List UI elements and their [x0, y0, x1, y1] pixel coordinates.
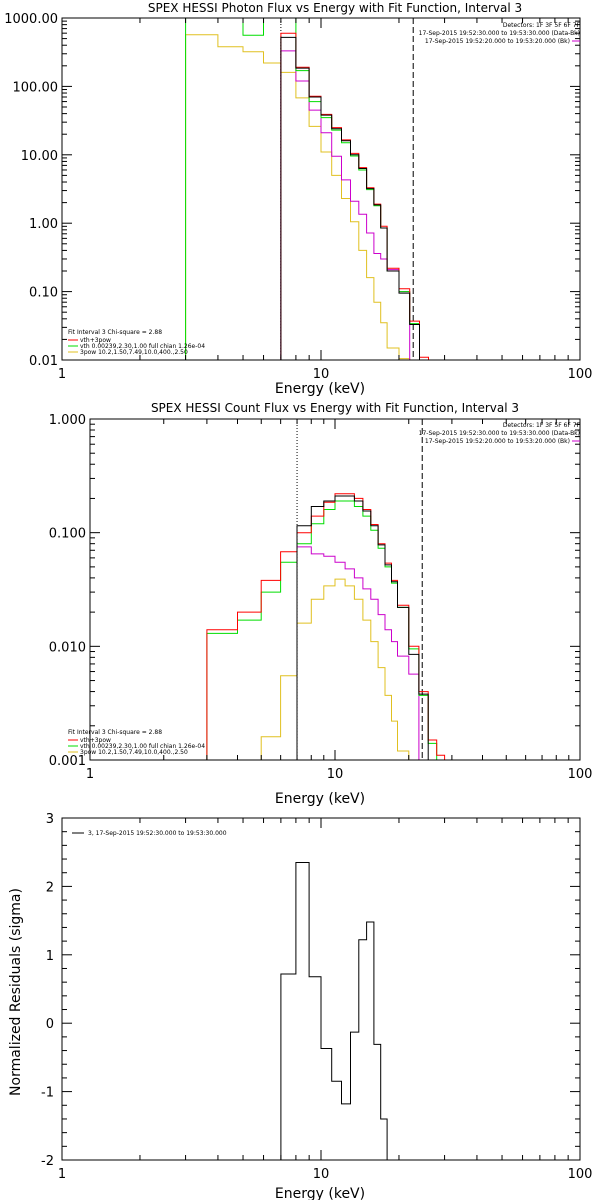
panel2-ytick-label: 0.100 [49, 527, 86, 542]
panel1-xlabel: Energy (keV) [275, 381, 365, 397]
panel2-info-bk-interval: 17-Sep-2015 19:52:20.000 to 19:53:20.000… [425, 438, 570, 445]
panel1-legend-vth3pow: vth+3pow [80, 337, 111, 344]
panel1-ytick-label: 100.00 [13, 80, 59, 95]
panel1-legend-vth: vth 0.00239,2.30,1.00 full chian 1.26e-0… [80, 343, 205, 350]
panel3-plot-area: 1 10 100 -2 -1 0 1 2 3 [41, 812, 592, 1182]
panel1-xtick-label: 10 [313, 367, 330, 382]
panel2-frame [89, 418, 581, 761]
panel2-xlabel: Energy (keV) [275, 791, 365, 807]
panel3-ytick-label: 2 [46, 880, 54, 895]
panel1-legend-fit: Fit Interval 3 Chi-square = 2.88 [68, 329, 162, 336]
panel3-legend-text: 3, 17-Sep-2015 19:52:30.000 to 19:53:30.… [88, 830, 227, 837]
panel2-info-detectors: Detectors: 1F 3F 5F 6F 7F [503, 422, 581, 429]
panel3-ytick-label: -1 [41, 1086, 54, 1101]
panel2-xtick-label: 10 [327, 767, 344, 782]
panel1-ytick-label: 0.10 [29, 286, 58, 301]
panel1-frame [61, 17, 581, 361]
panel1-data [185, 18, 438, 360]
panel2-series-total [296, 495, 429, 760]
panel2-legend-3pow: 3pow 10.2,1.50,7.49,10.0,400.,2.50 [80, 749, 188, 756]
panel2-info-data-interval: 17-Sep-2015 19:52:30.000 to 19:53:30.000… [419, 430, 580, 437]
panel3-xtick-label: 100 [568, 1167, 593, 1182]
panel2-ytick-label: 1.000 [49, 413, 86, 428]
panel3-ytick-label: 1 [46, 949, 54, 964]
panel1-ytick-label: 0.01 [29, 354, 58, 369]
panel2-legend: Fit Interval 3 Chi-square = 2.88 vth+3po… [68, 729, 205, 756]
panel2-ytick-label: 0.001 [49, 754, 86, 769]
panel2-legend-vth3pow: vth+3pow [80, 737, 111, 744]
panel3-legend: 3, 17-Sep-2015 19:52:30.000 to 19:53:30.… [72, 830, 227, 837]
panel3-ylabel: Normalized Residuals (sigma) [8, 888, 24, 1096]
panel1-ytick-label: 1.00 [29, 217, 58, 232]
panel1-info-bk-interval: 17-Sep-2015 19:52:20.000 to 19:53:20.000… [425, 38, 570, 45]
panel3-xtick-label: 10 [313, 1167, 330, 1182]
panel2-legend-vth: vth 0.00239,2.30,1.00 full chian 1.26e-0… [80, 743, 205, 750]
panel1-info-text: Detectors: 1F 3F 5F 6F 7F 17-Sep-2015 19… [419, 22, 581, 45]
panel2-series-3pow [260, 578, 410, 760]
panel1-legend-3pow: 3pow 10.2,1.50,7.49,10.0,400.,2.50 [80, 349, 188, 356]
panel2-plot-area: 1 10 100 0.001 0.010 0.100 1.000 [49, 413, 593, 782]
panel1-xtick-label: 100 [568, 367, 593, 382]
panel2-xtick-label: 100 [568, 767, 593, 782]
panel2-info-text: Detectors: 1F 3F 5F 6F 7F 17-Sep-2015 19… [419, 422, 581, 445]
panel3-series-total [280, 862, 388, 1160]
residuals-panel: 1 10 100 -2 -1 0 1 2 3 3, 17-Sep-2015 19:52:30.0… [8, 812, 592, 1200]
panel1-xtick-label: 1 [58, 367, 66, 382]
panel1-series-vth [185, 18, 438, 360]
photon-flux-panel: SPEX HESSI Photon Flux vs Energy with Fi… [4, 1, 592, 397]
panel1-legend: Fit Interval 3 Chi-square = 2.88 vth+3po… [68, 329, 205, 356]
panel2-series-bk [296, 546, 429, 760]
panel3-xtick-label: 1 [58, 1167, 66, 1182]
panel2-legend-fit: Fit Interval 3 Chi-square = 2.88 [68, 729, 162, 736]
panel2-title: SPEX HESSI Count Flux vs Energy with Fit… [151, 401, 519, 415]
panel3-xlabel: Energy (keV) [275, 1186, 365, 1200]
panel2-ytick-label: 0.010 [49, 640, 86, 655]
panel3-ytick-label: -2 [41, 1154, 54, 1169]
panel3-data [280, 862, 388, 1160]
count-flux-panel: SPEX HESSI Count Flux vs Energy with Fit… [49, 401, 593, 807]
panel2-data [206, 419, 446, 760]
panel2-xtick-label: 1 [86, 767, 94, 782]
panel1-ytick-label: 10.00 [21, 149, 58, 164]
panel1-info-data-interval: 17-Sep-2015 19:52:30.000 to 19:53:30.000… [419, 30, 580, 37]
panel1-series-total [280, 36, 438, 360]
panel3-ytick-label: 0 [46, 1017, 54, 1032]
panel1-title: SPEX HESSI Photon Flux vs Energy with Fi… [148, 1, 522, 15]
panel1-ytick-label: 1000.00 [4, 12, 58, 27]
panel1-series-3pow [185, 34, 411, 360]
panel1-info-detectors: Detectors: 1F 3F 5F 6F 7F [503, 22, 581, 29]
panel1-plot-area: 1 10 100 0.01 0.10 1.00 10.00 100.00 1000.00 [4, 12, 592, 382]
panel3-ytick-label: 3 [46, 812, 54, 827]
